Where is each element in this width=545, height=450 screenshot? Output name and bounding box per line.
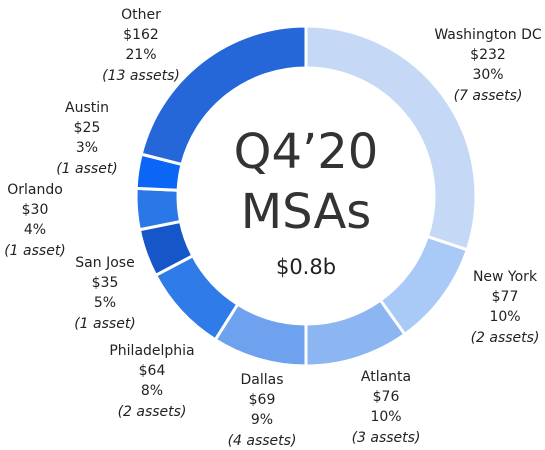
- segment-label: Orlando: [7, 182, 63, 198]
- center-total: $0.8b: [276, 255, 336, 279]
- percent-label: 10%: [370, 409, 401, 425]
- segment-label: Washington DC: [434, 27, 542, 43]
- asset-label: (4 assets): [228, 433, 297, 449]
- asset-label: (1 asset): [74, 316, 136, 332]
- segment-label: Other: [121, 7, 161, 23]
- segment-label: San Jose: [75, 255, 134, 271]
- value-label: $77: [492, 289, 519, 305]
- percent-label: 3%: [76, 140, 98, 156]
- percent-label: 4%: [24, 222, 46, 238]
- center-title: Q4’20: [234, 124, 379, 180]
- segment-label: Atlanta: [361, 369, 411, 385]
- percent-label: 30%: [472, 67, 503, 83]
- value-label: $76: [373, 389, 400, 405]
- value-label: $69: [249, 392, 276, 408]
- segment-label: Austin: [65, 100, 109, 116]
- asset-label: (7 assets): [454, 88, 523, 104]
- value-label: $162: [123, 27, 159, 43]
- donut-segment: [139, 24, 308, 167]
- donut-segment: [134, 186, 183, 232]
- asset-label: (1 asset): [56, 161, 118, 177]
- segment-label: New York: [473, 269, 538, 285]
- value-label: $30: [22, 202, 49, 218]
- value-label: $64: [139, 363, 166, 379]
- percent-label: 8%: [141, 383, 163, 399]
- value-label: $35: [92, 275, 119, 291]
- asset-label: (3 assets): [352, 430, 421, 446]
- percent-label: 21%: [125, 47, 156, 63]
- segment-label: Philadelphia: [109, 343, 194, 359]
- percent-label: 9%: [251, 412, 273, 428]
- asset-label: (1 asset): [4, 243, 66, 259]
- center-subtitle: MSAs: [241, 184, 372, 240]
- percent-label: 10%: [489, 309, 520, 325]
- value-label: $25: [74, 120, 101, 136]
- asset-label: (13 assets): [102, 68, 180, 84]
- percent-label: 5%: [94, 295, 116, 311]
- asset-label: (2 assets): [118, 404, 187, 420]
- segment-label: Dallas: [240, 372, 283, 388]
- value-label: $232: [470, 47, 506, 63]
- asset-label: (2 assets): [471, 330, 540, 346]
